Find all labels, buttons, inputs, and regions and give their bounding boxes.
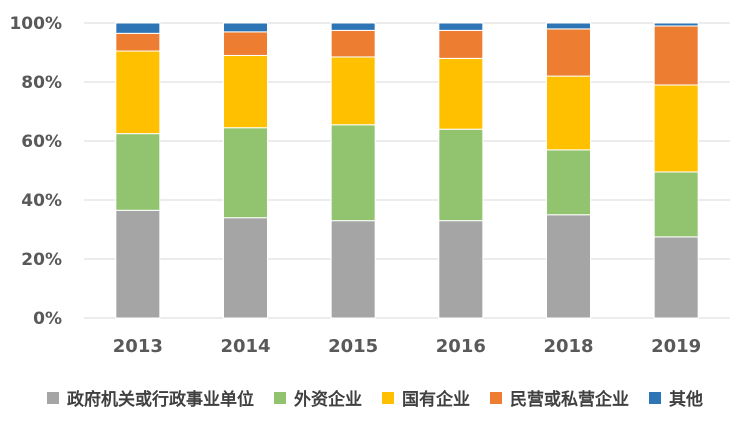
bar-segment [330,29,376,58]
bar-segment [546,214,591,319]
bar-segment [330,220,376,319]
x-tick-label: 2018 [543,336,593,357]
bar-segment [653,171,699,238]
bar-segment [653,236,699,319]
y-tick-label: 0% [33,309,62,329]
y-tick-label: 80% [21,73,62,93]
x-tick-label: 2015 [328,336,378,357]
bar-segment [438,128,484,222]
legend-item: 政府机关或行政事业单位 [47,389,254,410]
bar-segment [223,127,268,219]
y-tick-label: 60% [21,132,62,152]
bar-segment [115,32,161,52]
y-tick-label: 100% [9,14,62,34]
y-tick-label: 20% [21,250,62,270]
bar-segment [115,22,161,34]
legend-swatch [382,392,394,404]
bar-segment [546,22,591,30]
legend-swatch [490,392,502,404]
legend-item: 外资企业 [274,389,362,410]
x-tick-label: 2016 [436,336,486,357]
bar-segment [438,29,484,59]
legend-swatch [649,392,661,404]
bar-segment [115,133,161,211]
x-axis-ticks: 2013 2014 2015 2016 2018 2019 [113,336,701,357]
bar-segment [653,84,699,173]
legend: 政府机关或行政事业单位 外资企业 国有企业 民营或私营企业 其他 [47,389,703,410]
bar-segment [438,220,484,319]
bar-segment [223,54,268,129]
bar-segment [653,22,699,27]
bar-segment [546,28,591,77]
legend-label: 其他 [669,389,703,410]
bar-segment [546,75,591,151]
legend-swatch [47,392,59,404]
bar-segment [438,57,484,130]
y-axis-ticks: 0% 20% 40% 60% 80% 100% [9,14,62,329]
bar-segment [546,149,591,216]
bar-segment [330,124,376,222]
bar-segment [223,217,268,319]
legend-item: 国有企业 [382,389,470,410]
bar-segment [330,56,376,126]
legend-label: 政府机关或行政事业单位 [67,389,254,410]
x-tick-label: 2013 [113,336,163,357]
bar-segment [223,22,268,33]
legend-item: 民营或私营企业 [490,389,629,410]
legend-label: 民营或私营企业 [510,389,629,410]
y-tick-label: 40% [21,191,62,211]
legend-label: 国有企业 [402,389,470,410]
bar-segment [115,50,161,135]
legend-item: 其他 [649,389,703,410]
x-tick-label: 2014 [220,336,270,357]
bar-segment [653,25,699,86]
bars [115,22,699,319]
legend-label: 外资企业 [294,389,362,410]
bar-segment [330,22,376,31]
gridlines [84,22,730,319]
bar-segment [115,209,161,319]
x-tick-label: 2019 [651,336,701,357]
bar-segment [438,22,484,31]
bar-segment [223,31,268,56]
legend-swatch [274,392,286,404]
